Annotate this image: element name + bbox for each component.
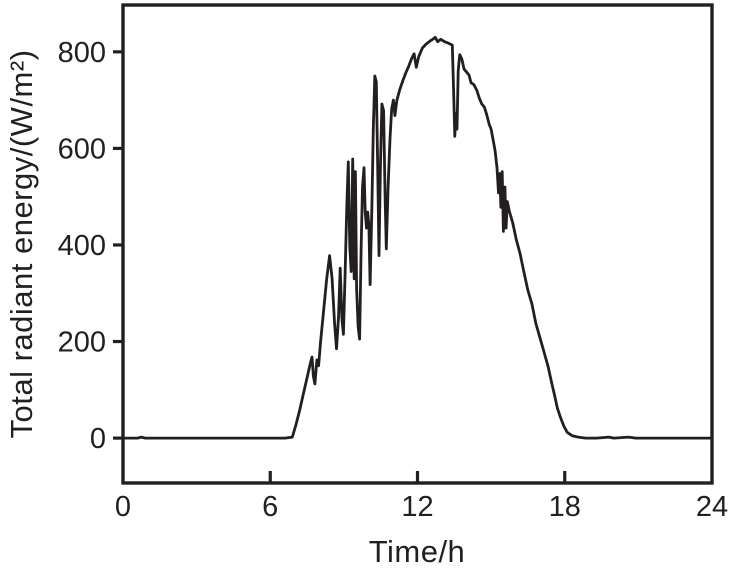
y-tick-label: 200 <box>58 327 106 359</box>
radiant-energy-curve <box>121 35 714 440</box>
plot-frame <box>121 3 714 485</box>
x-tick-label: 12 <box>401 491 433 523</box>
x-axis-title: Time/h <box>369 534 466 569</box>
y-tick-label: 400 <box>58 230 106 262</box>
y-tick-label: 800 <box>58 37 106 69</box>
x-tick-label: 24 <box>696 491 728 523</box>
y-tick-label: 600 <box>58 133 106 165</box>
y-axis-title: Total radiant energy/(W/m²) <box>4 49 39 438</box>
x-tick-label: 0 <box>115 491 131 523</box>
y-tick-label: 0 <box>90 423 106 455</box>
x-tick-label: 6 <box>262 491 278 523</box>
x-tick-label: 18 <box>549 491 581 523</box>
plot-area: 0 6 12 18 24 0 200 400 600 800 <box>58 3 728 523</box>
